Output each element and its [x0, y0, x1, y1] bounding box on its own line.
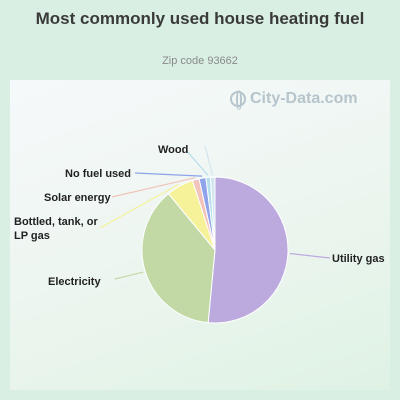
chart-title: Most commonly used house heating fuel: [35, 9, 365, 28]
pie-slice-other: [209, 176, 216, 251]
leader-lines: [99, 145, 331, 280]
leader-line-3: [111, 177, 196, 198]
leader-line-6: [204, 145, 214, 176]
chart-subtitle: Zip code 93662: [162, 55, 238, 67]
watermark-text: City-Data.com: [250, 90, 358, 107]
pie-slice-electricity: [141, 193, 216, 324]
pie-slice-utility-gas: [207, 176, 289, 324]
label-bottled-gas-line1: Bottled, tank, or: [14, 216, 98, 228]
leader-line-4: [134, 172, 203, 177]
pie-slices: [141, 176, 289, 324]
leader-line-2: [99, 183, 180, 229]
label-wood: Wood: [158, 144, 188, 156]
globe-icon: [230, 90, 246, 110]
label-electricity: Electricity: [48, 276, 101, 288]
label-no-fuel-used: No fuel used: [65, 168, 131, 180]
watermark: City-Data.com: [230, 90, 358, 110]
leader-line-0: [289, 252, 331, 259]
leader-line-1: [114, 271, 144, 280]
label-solar-energy: Solar energy: [44, 192, 112, 204]
leader-line-5: [185, 149, 209, 176]
label-utility-gas: Utility gas: [332, 253, 385, 265]
label-bottled-gas-line2: LP gas: [14, 230, 50, 242]
